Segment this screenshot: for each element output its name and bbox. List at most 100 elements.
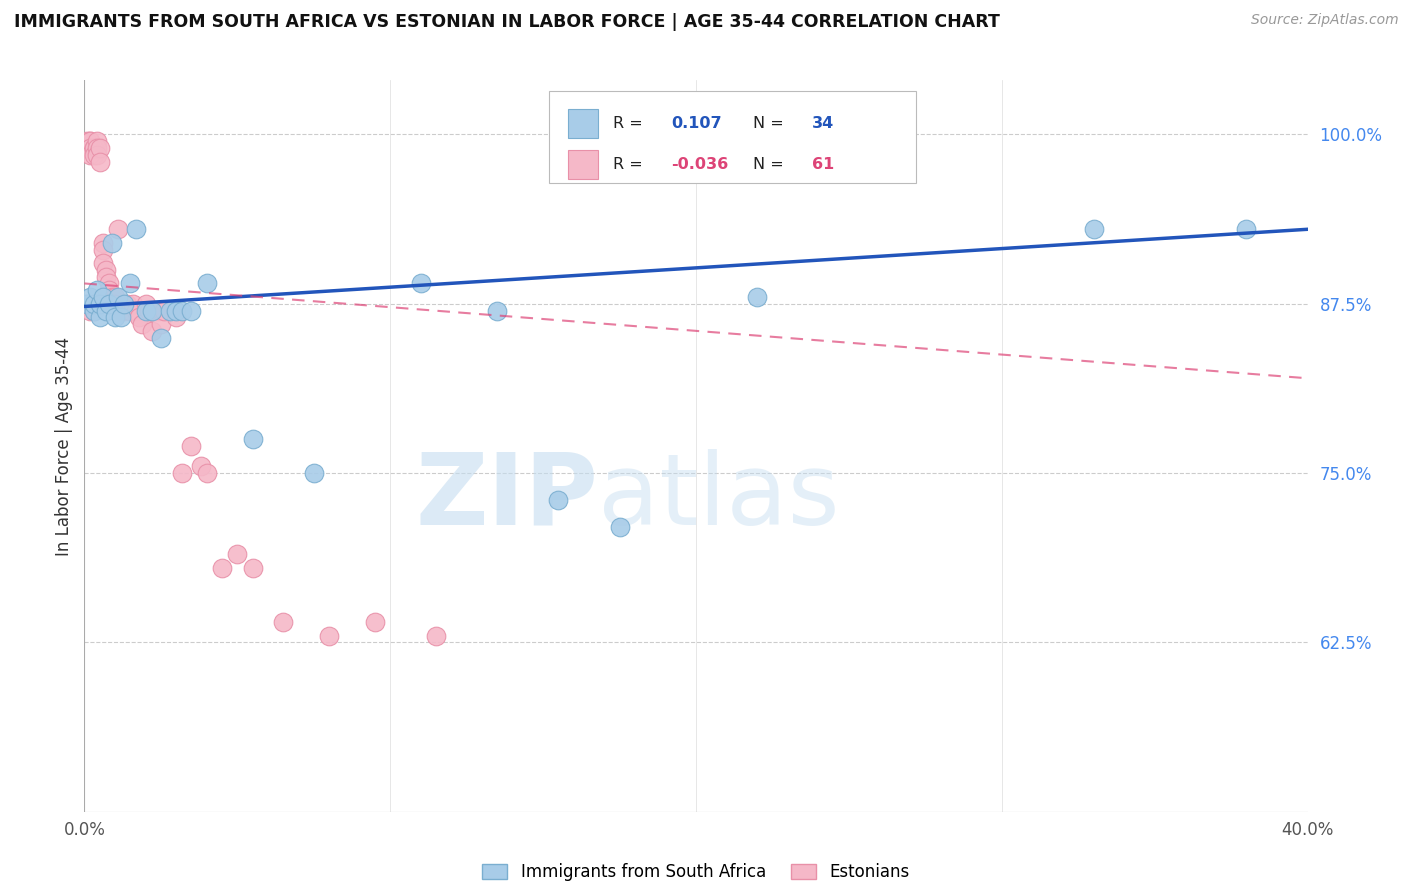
Point bbox=[128, 310, 150, 325]
Point bbox=[97, 297, 120, 311]
Point bbox=[122, 297, 145, 311]
Point bbox=[115, 297, 138, 311]
Point bbox=[97, 283, 120, 297]
Point bbox=[79, 141, 101, 155]
Point bbox=[97, 277, 120, 291]
Text: R =: R = bbox=[613, 157, 643, 172]
Point bbox=[94, 297, 117, 311]
Point bbox=[89, 154, 111, 169]
Point bbox=[302, 466, 325, 480]
Point bbox=[83, 148, 105, 162]
Text: ZIP: ZIP bbox=[415, 449, 598, 546]
Point bbox=[547, 493, 569, 508]
Point bbox=[79, 303, 101, 318]
Point bbox=[97, 297, 120, 311]
Point bbox=[138, 303, 160, 318]
Point bbox=[226, 547, 249, 561]
Point bbox=[91, 235, 114, 250]
Point bbox=[104, 297, 127, 311]
Text: 0.107: 0.107 bbox=[672, 116, 723, 131]
Point bbox=[125, 222, 148, 236]
Point bbox=[86, 283, 108, 297]
Point bbox=[1083, 222, 1105, 236]
Point bbox=[76, 297, 98, 311]
Point bbox=[180, 303, 202, 318]
Point bbox=[120, 277, 142, 291]
Y-axis label: In Labor Force | Age 35-44: In Labor Force | Age 35-44 bbox=[55, 336, 73, 556]
Point bbox=[153, 303, 176, 318]
Point bbox=[180, 439, 202, 453]
Point bbox=[79, 134, 101, 148]
Point bbox=[76, 134, 98, 148]
Point bbox=[747, 290, 769, 304]
Point bbox=[112, 303, 135, 318]
Point bbox=[83, 303, 105, 318]
Point bbox=[242, 432, 264, 446]
Text: 34: 34 bbox=[813, 116, 834, 131]
Point bbox=[83, 303, 105, 318]
Point bbox=[409, 277, 432, 291]
Text: Source: ZipAtlas.com: Source: ZipAtlas.com bbox=[1251, 13, 1399, 28]
Point bbox=[271, 615, 294, 629]
Point bbox=[242, 561, 264, 575]
Point bbox=[486, 303, 509, 318]
FancyBboxPatch shape bbox=[568, 150, 598, 179]
Point bbox=[86, 148, 108, 162]
Point bbox=[141, 303, 163, 318]
Point bbox=[1236, 222, 1258, 236]
Point bbox=[86, 134, 108, 148]
Text: N =: N = bbox=[754, 116, 785, 131]
Point bbox=[146, 303, 169, 318]
Point bbox=[79, 290, 101, 304]
Text: R =: R = bbox=[613, 116, 643, 131]
FancyBboxPatch shape bbox=[550, 91, 917, 183]
Point bbox=[165, 310, 187, 325]
Point bbox=[110, 303, 132, 318]
Text: -0.036: -0.036 bbox=[672, 157, 728, 172]
Point bbox=[83, 141, 105, 155]
Point bbox=[89, 310, 111, 325]
Point bbox=[149, 317, 172, 331]
Point bbox=[101, 290, 124, 304]
Point bbox=[94, 263, 117, 277]
Text: IMMIGRANTS FROM SOUTH AFRICA VS ESTONIAN IN LABOR FORCE | AGE 35-44 CORRELATION : IMMIGRANTS FROM SOUTH AFRICA VS ESTONIAN… bbox=[14, 13, 1000, 31]
Point bbox=[91, 290, 114, 304]
Point bbox=[195, 466, 218, 480]
Point bbox=[86, 141, 108, 155]
Point bbox=[609, 520, 631, 534]
Point bbox=[94, 269, 117, 284]
Point bbox=[79, 134, 101, 148]
FancyBboxPatch shape bbox=[568, 109, 598, 138]
Point bbox=[120, 303, 142, 318]
Point bbox=[110, 310, 132, 325]
Point bbox=[159, 303, 181, 318]
Point bbox=[190, 459, 212, 474]
Point bbox=[94, 303, 117, 318]
Text: atlas: atlas bbox=[598, 449, 839, 546]
Point bbox=[83, 297, 105, 311]
Point bbox=[101, 297, 124, 311]
Point bbox=[141, 324, 163, 338]
Point bbox=[172, 466, 194, 480]
Point bbox=[76, 297, 98, 311]
Point bbox=[83, 141, 105, 155]
Point bbox=[86, 297, 108, 311]
Point bbox=[364, 615, 387, 629]
Point bbox=[318, 629, 340, 643]
Text: 61: 61 bbox=[813, 157, 834, 172]
Point bbox=[76, 141, 98, 155]
Point bbox=[425, 629, 447, 643]
Point bbox=[79, 148, 101, 162]
Point bbox=[89, 297, 111, 311]
Text: N =: N = bbox=[754, 157, 785, 172]
Point bbox=[149, 331, 172, 345]
Point bbox=[165, 303, 187, 318]
Point bbox=[107, 222, 129, 236]
Point bbox=[172, 303, 194, 318]
Legend: Immigrants from South Africa, Estonians: Immigrants from South Africa, Estonians bbox=[475, 856, 917, 888]
Point bbox=[112, 297, 135, 311]
Point bbox=[195, 277, 218, 291]
Point bbox=[107, 290, 129, 304]
Point bbox=[104, 310, 127, 325]
Point bbox=[104, 290, 127, 304]
